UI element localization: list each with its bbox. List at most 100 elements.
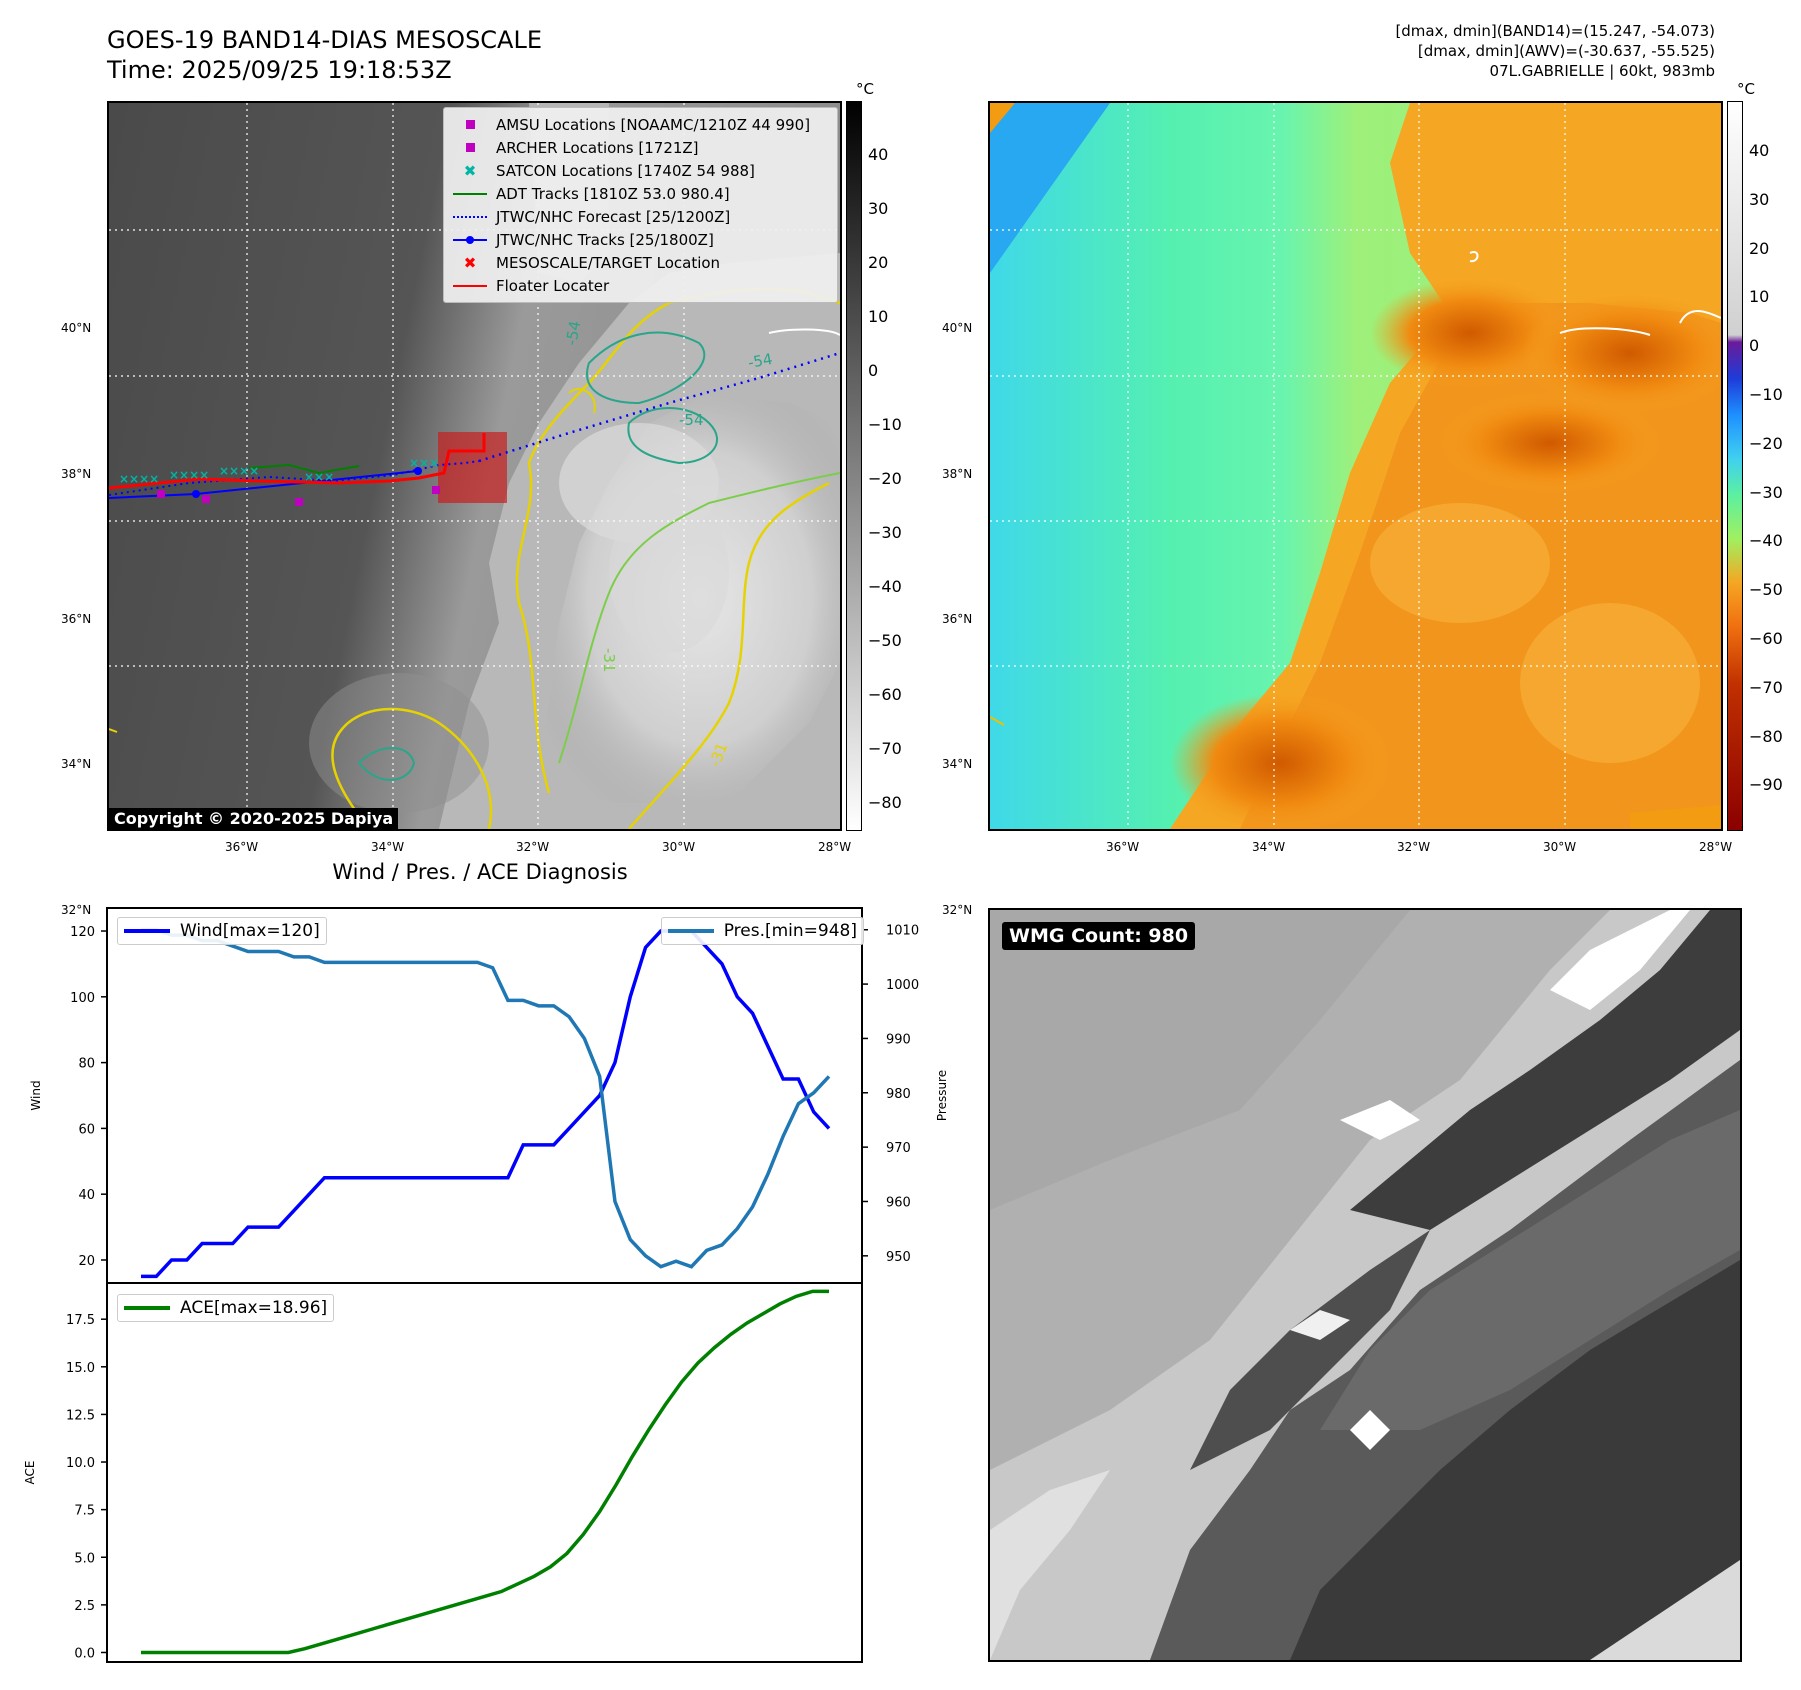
contour-label: -54 [562,319,584,346]
stats-line2: [dmax, dmin](AWV)=(-30.637, -55.525) [1417,42,1715,60]
legend-item: JTWC/NHC Tracks [25/1800Z] [452,228,829,251]
awv-map-image [990,103,1721,829]
lat-tick-label: 38°N [61,467,92,481]
stats-line3: 07L.GABRIELLE | 60kt, 983mb [1489,62,1715,80]
colorbar-tick-label: −60 [1749,629,1783,648]
awv-map-panel [988,101,1723,831]
legend-label: ARCHER Locations [1721Z] [496,138,699,157]
wind-legend: Wind[max=120] [117,917,327,945]
colorbar-tick-label: −10 [1749,385,1783,404]
wind-ytick-label: 40 [78,1188,95,1203]
colorbar-tick-label: −50 [868,631,902,650]
wind-ytick-label: 60 [78,1122,95,1137]
pressure-ytick-label: 960 [886,1195,911,1210]
legend-item: Floater Locater [452,274,829,297]
pressure-ytick-label: 990 [886,1032,911,1047]
pressure-legend: Pres.[min=948] [660,917,864,945]
lat-tick-label: 38°N [942,467,973,481]
pressure-ytick-label: 970 [886,1141,911,1156]
solid-line-icon [452,284,488,287]
colorbar-tick-label: 10 [1749,287,1770,307]
jtwc-point [192,490,200,498]
lat-tick-label: 40°N [942,321,973,335]
mesoscale-target-box [438,432,507,503]
ace-ytick-label: 2.5 [74,1599,95,1614]
wind-series-line [141,929,831,1279]
diagnosis-charts: 120 100 80 60 40 20 1010 1000 990 980 970 960 950 Win… [23,907,949,1663]
contour-label: -54 [747,350,774,372]
colorbar-tick-label: −80 [868,793,902,812]
ace-series-line [141,1289,829,1655]
legend-label: AMSU Locations [NOAAMC/1210Z 44 990] [496,115,811,134]
ace-legend: ACE[max=18.96] [117,1294,335,1322]
legend-item: ADT Tracks [1810Z 53.0 980.4] [452,182,829,205]
lon-tick-label: 28°W [818,840,852,854]
pressure-ytick-label: 1000 [886,978,919,993]
figure-title-line1: GOES-19 BAND14-DIAS MESOSCALE [107,26,543,54]
wind-ytick-label: 120 [70,925,95,940]
wind-legend-label: Wind[max=120] [180,921,320,941]
colorbar-tick-label: 20 [868,253,889,272]
colorbar-tick-label: 30 [1749,189,1770,209]
ace-ytick-label: 0.0 [74,1646,95,1661]
lat-tick-label: 32°N [61,903,92,917]
line-dot-icon [452,235,488,244]
lat-tick-label: 36°N [942,612,973,626]
svg-text:××××: ×××× [219,464,259,478]
lon-tick-label: 36°W [225,840,259,854]
legend-item: ✖ SATCON Locations [1740Z 54 988] [452,159,829,182]
lon-tick-label: 30°W [662,840,696,854]
square-marker-icon [452,143,488,152]
wind-axis-label: Wind [29,1080,43,1110]
lat-tick-label: 34°N [942,757,973,771]
pressure-ytick-label: 1010 [886,924,919,939]
contour-label: -54 [679,411,704,429]
colorbar-tick-label: 40 [1749,141,1770,160]
colorbar-tick-label: −60 [868,685,902,704]
colorbar-tick-label: −80 [1749,726,1783,746]
legend-label: SATCON Locations [1740Z 54 988] [496,161,755,180]
colorbar-tick-label: −30 [868,523,902,542]
legend-label: JTWC/NHC Forecast [25/1200Z] [496,207,731,226]
stats-line1: [dmax, dmin](BAND14)=(15.247, -54.073) [1395,22,1715,40]
colorbar-tick-label: 40 [868,145,889,164]
colorbar-tick-label: 20 [1749,238,1770,258]
jtwc-point [414,467,422,475]
colorbar-tick-label: −10 [868,415,902,434]
solid-line-icon [452,192,488,195]
colorbar-tick-label: −50 [1749,580,1783,600]
pressure-axis-label: Pressure [935,1070,949,1121]
x-marker-icon: ✖ [463,161,477,180]
ace-ytick-label: 17.5 [66,1313,95,1328]
pressure-legend-label: Pres.[min=948] [723,921,857,941]
lon-tick-label: 36°W [1106,840,1140,854]
lat-tick-label: 34°N [61,757,92,771]
lon-tick-label: 28°W [1699,840,1733,854]
svg-text:×××: ××× [409,456,439,470]
colorbar-tick-label: 0 [1749,336,1760,356]
ace-legend-label: ACE[max=18.96] [180,1298,328,1318]
svg-text:××××: ×××× [119,472,159,486]
colorbar-tick-label: −70 [1749,677,1783,697]
ir-map-panel: -54 -54 -54 -31 -31 ×××× ×××× ×××× [107,101,842,831]
colorbar-tick-label: −20 [868,469,902,488]
colorbar-tick-label: 30 [868,199,889,218]
square-marker-icon [452,120,488,129]
floater-locater-line [109,433,486,490]
awv-gridlines [990,103,1721,829]
awv-colorbar [1727,101,1743,831]
ace-legend-swatch [124,1306,170,1310]
map-legend: AMSU Locations [NOAAMC/1210Z 44 990] ARCH… [443,107,838,303]
legend-label: Floater Locater [496,276,610,295]
pressure-series-line [141,927,831,1269]
legend-item: AMSU Locations [NOAAMC/1210Z 44 990] [452,113,829,136]
lat-tick-label: 40°N [61,321,92,335]
lon-tick-label: 34°W [1252,840,1286,854]
wind-legend-swatch [124,929,170,933]
ace-axis-label: ACE [23,1461,37,1485]
colorbar-tick-label: 10 [868,307,889,326]
colorbar-tick-label: −40 [1749,531,1783,551]
legend-item: JTWC/NHC Forecast [25/1200Z] [452,205,829,228]
figure-title-line2: Time: 2025/09/25 19:18:53Z [107,56,452,84]
ace-ytick-label: 12.5 [66,1408,95,1423]
